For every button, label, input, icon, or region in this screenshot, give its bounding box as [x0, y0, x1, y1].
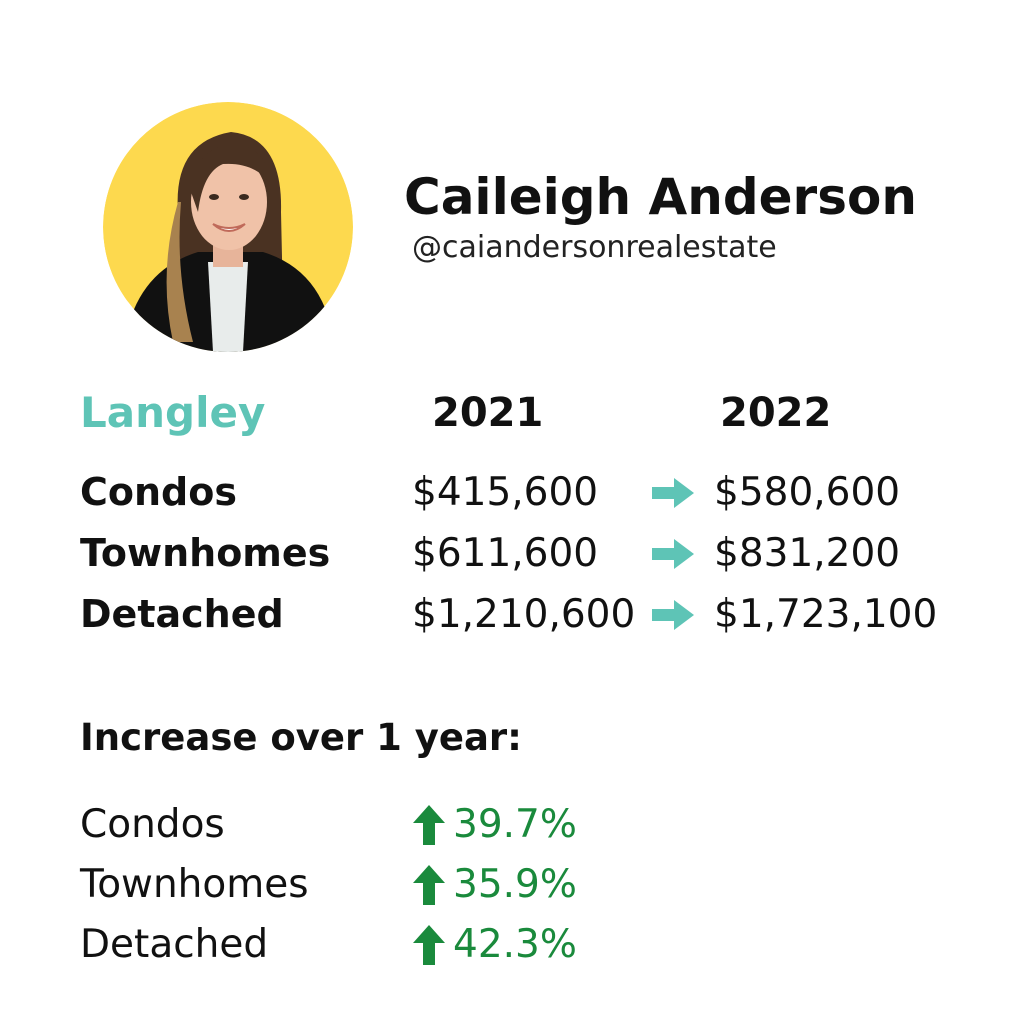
arrow-up-icon [413, 924, 445, 965]
increase-heading: Increase over 1 year: [80, 716, 522, 759]
increase-percent: 42.3% [453, 922, 577, 967]
price-row-label-condos: Condos [80, 470, 237, 514]
increase-percent: 35.9% [453, 862, 577, 907]
increase-label-townhomes: Townhomes [80, 862, 309, 907]
profile-handle: @caiandersonrealestate [412, 230, 777, 265]
profile-photo [103, 102, 353, 352]
price-from-townhomes: $611,600 [412, 531, 599, 576]
price-row-label-detached: Detached [80, 592, 284, 636]
location-label: Langley [80, 388, 266, 437]
profile-name: Caileigh Anderson [404, 168, 917, 226]
increase-value-townhomes: 35.9% [413, 862, 577, 907]
price-row-label-townhomes: Townhomes [80, 531, 331, 575]
arrow-right-icon [652, 478, 694, 508]
price-from-condos: $415,600 [412, 470, 599, 515]
arrow-up-icon [413, 804, 445, 845]
price-to-townhomes: $831,200 [714, 531, 901, 576]
year-to: 2022 [720, 390, 832, 436]
increase-label-detached: Detached [80, 922, 269, 967]
price-from-detached: $1,210,600 [412, 592, 636, 637]
arrow-up-icon [413, 864, 445, 905]
increase-label-condos: Condos [80, 802, 225, 847]
increase-value-condos: 39.7% [413, 802, 577, 847]
price-to-detached: $1,723,100 [714, 592, 938, 637]
arrow-right-icon [652, 600, 694, 630]
arrow-right-icon [652, 539, 694, 569]
year-from: 2021 [432, 390, 544, 436]
increase-value-detached: 42.3% [413, 922, 577, 967]
price-to-condos: $580,600 [714, 470, 901, 515]
increase-percent: 39.7% [453, 802, 577, 847]
